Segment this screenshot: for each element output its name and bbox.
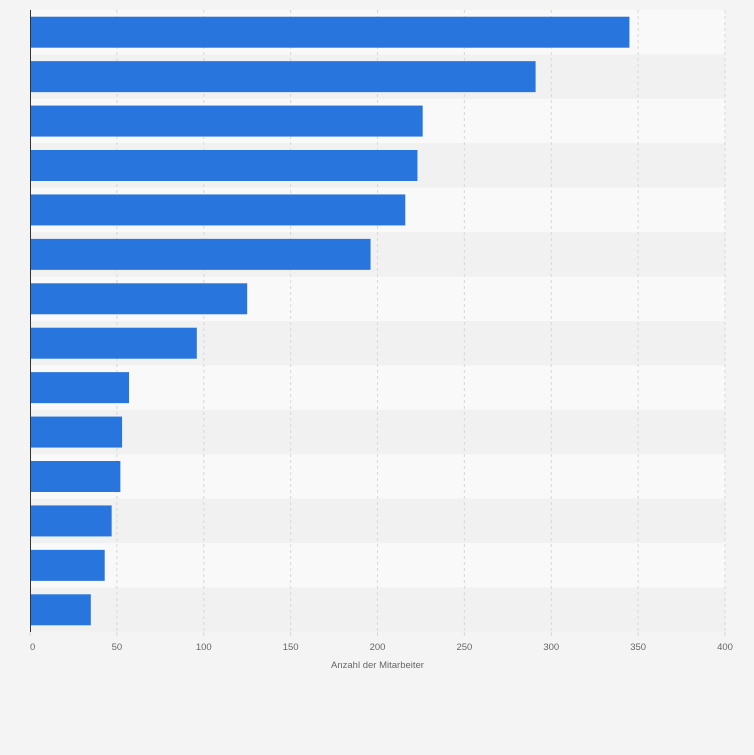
x-axis-title: Anzahl der Mitarbeiter [331, 660, 424, 671]
bar[interactable] [30, 150, 418, 181]
bar[interactable] [30, 327, 197, 359]
x-tick-label: 100 [196, 642, 212, 653]
bar[interactable] [30, 505, 112, 537]
x-tick-labels: 0 50 100 150 200 250 300 350 400 [29, 632, 733, 653]
x-tick-label: 300 [543, 642, 559, 653]
bar[interactable] [30, 549, 105, 581]
x-tick-label: 150 [283, 642, 299, 653]
bar[interactable] [30, 61, 536, 93]
x-tick-label: 200 [370, 642, 386, 653]
bar[interactable] [30, 372, 130, 404]
bar[interactable] [30, 105, 423, 137]
bar[interactable] [30, 16, 630, 48]
bars [30, 16, 630, 626]
x-tick-label: 350 [630, 642, 646, 653]
x-tick-label: 50 [112, 642, 123, 653]
bar[interactable] [30, 416, 123, 448]
bar[interactable] [30, 194, 406, 226]
x-tick-label: 0 [30, 642, 35, 653]
x-tick-label: 400 [717, 642, 733, 653]
bar[interactable] [30, 283, 248, 315]
bar[interactable] [30, 238, 371, 270]
bar[interactable] [30, 461, 121, 492]
x-tick-label: 250 [456, 642, 472, 653]
bar[interactable] [30, 594, 91, 626]
